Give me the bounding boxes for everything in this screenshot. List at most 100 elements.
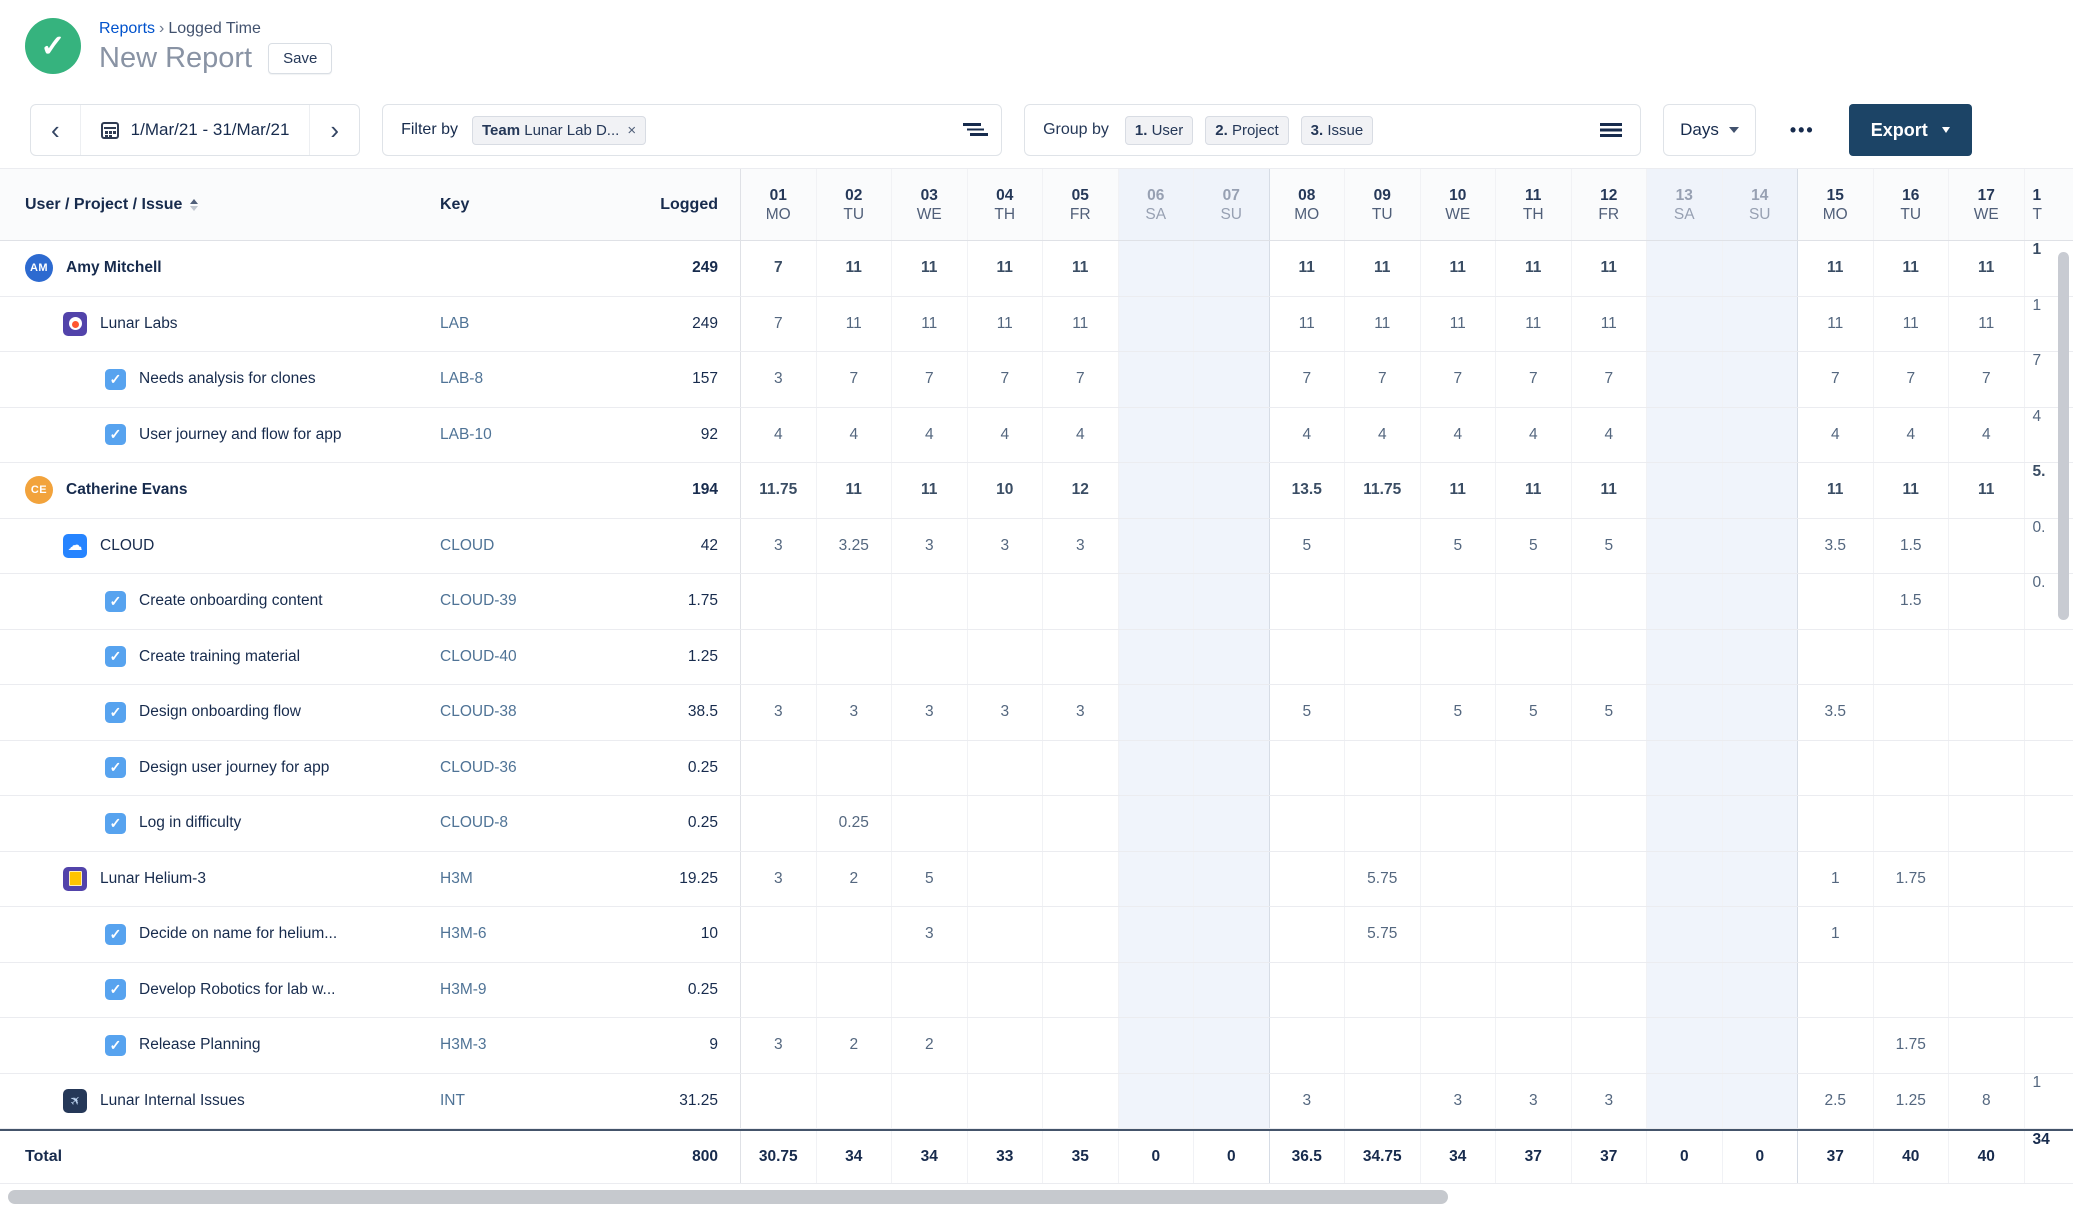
day-column-header[interactable]: 08 MO	[1268, 169, 1345, 240]
horizontal-scrollbar[interactable]	[8, 1190, 1448, 1204]
save-button[interactable]: Save	[268, 42, 333, 74]
day-column-header[interactable]: 02 TU	[815, 169, 892, 240]
day-value-cell	[1344, 629, 1420, 684]
filter-icon[interactable]	[961, 122, 983, 138]
issue-name[interactable]: Create onboarding content	[139, 592, 323, 610]
issue-name[interactable]: Needs analysis for clones	[139, 370, 316, 388]
prev-period-button[interactable]: ‹	[51, 115, 60, 145]
day-column-header[interactable]: 17 WE	[1948, 169, 2024, 240]
remove-filter-icon[interactable]: ×	[627, 121, 637, 139]
view-mode-dropdown[interactable]: Days	[1663, 104, 1756, 156]
issue-key-link[interactable]: LAB-10	[440, 425, 492, 443]
day-column-header[interactable]: 13 SA	[1646, 169, 1722, 240]
date-range-button[interactable]: 1/Mar/21 - 31/Mar/21	[79, 105, 310, 155]
group-chip-user[interactable]: 1. User	[1124, 115, 1194, 145]
issue-key-link[interactable]: H3M-3	[440, 1036, 487, 1054]
day-column-header[interactable]: 12 FR	[1570, 169, 1647, 240]
row-logged-cell: 38.5	[687, 703, 718, 721]
export-button[interactable]: Export	[1848, 104, 1972, 156]
day-value-cell	[966, 629, 1043, 684]
day-value-cell: 1.75	[1872, 1018, 1949, 1073]
vertical-scrollbar[interactable]	[2058, 252, 2069, 620]
column-header-tree[interactable]: User / Project / Issue	[0, 169, 440, 240]
group-chip-num: 1.	[1134, 121, 1148, 139]
day-value-cell	[1646, 574, 1722, 629]
issue-key-link[interactable]: H3M	[440, 869, 473, 887]
day-value-cell: 7	[1570, 352, 1647, 407]
day-column-header[interactable]: 06 SA	[1117, 169, 1193, 240]
day-value-cell	[740, 907, 816, 962]
issue-key-link[interactable]: CLOUD-8	[440, 814, 509, 832]
project-name[interactable]: CLOUD	[100, 536, 155, 554]
day-value-cell	[1193, 685, 1269, 740]
issue-checkbox-icon: ✓	[105, 646, 126, 668]
group-chip-project[interactable]: 2. Project	[1205, 115, 1289, 145]
day-value-cell: 5.	[2023, 463, 2073, 518]
issue-name[interactable]: Log in difficulty	[139, 814, 242, 832]
day-value-cell	[1570, 851, 1647, 906]
row-tree-cell: CE Catherine Evans	[0, 463, 440, 518]
day-of-week: MO	[1822, 205, 1848, 223]
day-value-cell: 0	[1646, 1131, 1722, 1183]
day-of-week: TH	[1522, 205, 1544, 223]
day-column-header[interactable]: 16 TU	[1872, 169, 1949, 240]
issue-name[interactable]: Develop Robotics for lab w...	[139, 980, 336, 998]
day-column-header[interactable]: 11 TH	[1495, 169, 1571, 240]
group-chip-issue[interactable]: 3. Issue	[1300, 115, 1374, 145]
more-actions-button[interactable]: •••	[1778, 120, 1827, 141]
day-column-header[interactable]: 01 MO	[740, 169, 816, 240]
day-column-header[interactable]: 09 TU	[1344, 169, 1420, 240]
issue-key-link[interactable]: CLOUD	[440, 536, 495, 554]
day-column-header[interactable]: 05 FR	[1042, 169, 1118, 240]
issue-key-link[interactable]: H3M-6	[440, 925, 487, 943]
sort-icon[interactable]	[190, 198, 199, 211]
day-value-cell	[966, 740, 1043, 795]
table-row: CE Catherine Evans 194 11.75 11 11 10 12 13.5 11.…	[0, 463, 2073, 519]
issue-name[interactable]: Release Planning	[139, 1036, 261, 1054]
day-value-cell	[1872, 685, 1949, 740]
issue-key-link[interactable]: LAB-8	[440, 370, 484, 388]
day-column-header[interactable]: 03 WE	[891, 169, 967, 240]
issue-key-link[interactable]: CLOUD-39	[440, 592, 517, 610]
day-value-cell: 11	[1042, 296, 1118, 351]
group-options-icon[interactable]	[1600, 122, 1623, 138]
day-value-cell: 3	[1042, 518, 1118, 573]
issue-key-link[interactable]: LAB	[440, 314, 470, 332]
project-name[interactable]: Lunar Helium-3	[100, 869, 206, 887]
issue-name[interactable]: Design user journey for app	[139, 758, 330, 776]
issue-key-link[interactable]: CLOUD-36	[440, 758, 517, 776]
day-value-cell: 4	[1797, 407, 1873, 462]
issue-name[interactable]: Decide on name for helium...	[139, 925, 338, 943]
day-value-cell	[891, 629, 967, 684]
breadcrumb-separator: ›	[159, 19, 165, 37]
day-of-week: WE	[1445, 205, 1471, 223]
issue-key-link[interactable]: CLOUD-40	[440, 647, 517, 665]
filter-chip-team[interactable]: Team Lunar Lab D... ×	[472, 115, 647, 145]
day-column-header[interactable]: 04 TH	[966, 169, 1043, 240]
project-name[interactable]: Lunar Internal Issues	[100, 1091, 245, 1109]
day-column-header[interactable]: 15 MO	[1797, 169, 1873, 240]
day-value-cell: 3	[891, 907, 967, 962]
project-name[interactable]: Lunar Labs	[100, 314, 178, 332]
day-number: 14	[1751, 186, 1769, 204]
issue-key-link[interactable]: H3M-9	[440, 980, 487, 998]
toolbar: ‹ 1/Mar/21 - 31/Mar/21 › Filter by Team …	[0, 92, 2073, 168]
issue-key-link[interactable]: CLOUD-38	[440, 703, 517, 721]
next-period-button[interactable]: ›	[309, 105, 359, 155]
day-value-cell	[1419, 574, 1496, 629]
date-range-control: ‹ 1/Mar/21 - 31/Mar/21 ›	[30, 104, 361, 156]
issue-name[interactable]: User journey and flow for app	[139, 425, 342, 443]
breadcrumb-reports-link[interactable]: Reports	[99, 19, 156, 37]
issue-name[interactable]: Create training material	[139, 647, 301, 665]
day-value-cell	[2023, 1018, 2073, 1073]
day-value-cell: 2	[891, 1018, 967, 1073]
day-value-cell	[1721, 796, 1797, 851]
day-column-header[interactable]: 14 SU	[1721, 169, 1797, 240]
day-value-cell	[1117, 685, 1193, 740]
day-value-cell	[1268, 740, 1345, 795]
day-column-header[interactable]: 07 SU	[1193, 169, 1269, 240]
issue-name[interactable]: Design onboarding flow	[139, 703, 301, 721]
issue-key-link[interactable]: INT	[440, 1091, 465, 1109]
day-column-header[interactable]: 10 WE	[1419, 169, 1496, 240]
